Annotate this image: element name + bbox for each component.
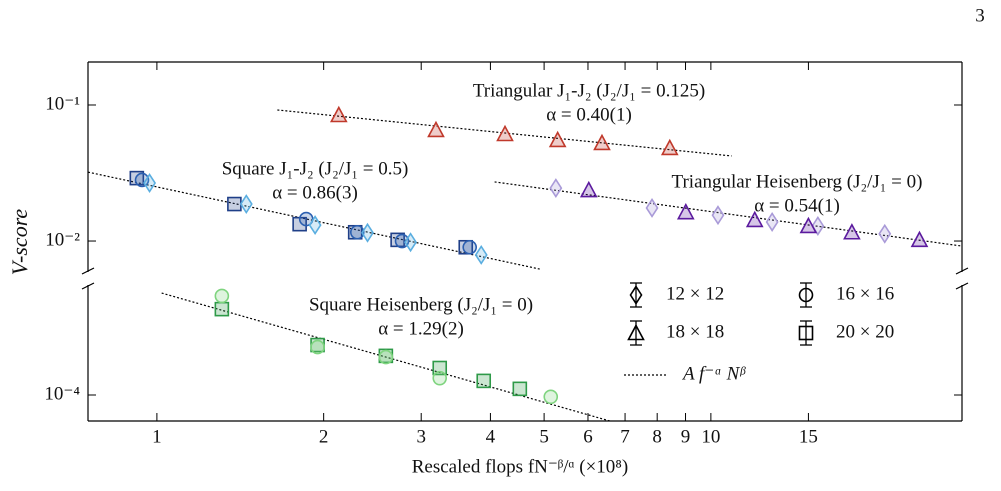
data-point: [458, 239, 474, 255]
x-tick-label: 6: [583, 426, 593, 447]
x-tick-label: 7: [620, 426, 630, 447]
data-point: [349, 224, 365, 240]
annotation: Square J₁-J₂ (J₂/J₁ = 0.5): [222, 158, 409, 179]
data-point: [711, 205, 725, 226]
data-point: [329, 105, 348, 123]
fit-line: [494, 181, 963, 247]
x-tick-label: 4: [486, 426, 496, 447]
legend-label: 16 × 16: [836, 283, 894, 304]
data-point: [549, 178, 563, 199]
data-point: [378, 349, 394, 365]
data-point: [543, 389, 559, 405]
data-point: [432, 370, 448, 386]
fit-line: [87, 171, 540, 270]
legend-marker: [629, 285, 643, 305]
data-point: [476, 373, 492, 389]
data-point: [878, 223, 892, 244]
x-tick-label: 5: [539, 426, 549, 447]
axes-frame: [81, 61, 969, 422]
data-point: [394, 233, 410, 249]
data-point: [676, 202, 695, 220]
data-point: [579, 180, 598, 198]
data-point: [239, 194, 253, 215]
data-point: [745, 210, 764, 228]
x-tick-label: 1: [152, 426, 162, 447]
x-tick-label: 2: [319, 426, 329, 447]
annotation: α = 0.40(1): [546, 104, 632, 125]
fit-line: [161, 292, 610, 422]
data-point: [310, 339, 325, 355]
annotation: Triangular J₁-J₂ (J₂/J₁ = 0.125): [473, 80, 705, 101]
data-point: [593, 133, 611, 151]
annotation: Triangular Heisenberg (J₂/J₁ = 0): [672, 171, 923, 192]
data-point: [404, 232, 418, 253]
legend-label: 18 × 18: [666, 321, 724, 342]
data-point: [308, 215, 322, 236]
page-number: 3: [975, 5, 985, 26]
data-point: [512, 381, 528, 397]
x-tick-label: 9: [681, 426, 691, 447]
data-point: [645, 197, 659, 218]
data-point: [496, 124, 514, 142]
data-point: [660, 138, 679, 156]
data-point: [548, 130, 567, 148]
y-axis-label: V-score: [7, 209, 32, 276]
data-point: [474, 244, 488, 265]
data-point: [227, 196, 242, 212]
y-tick-label: 10⁻²: [45, 229, 80, 250]
data-point: [427, 120, 445, 138]
data-point: [799, 216, 818, 234]
data-point: [361, 222, 374, 243]
y-tick-label: 10⁻⁴: [44, 383, 80, 404]
x-tick-label: 3: [416, 426, 426, 447]
annotation: α = 1.29(2): [378, 318, 464, 339]
annotation: α = 0.54(1): [754, 195, 840, 216]
legend-marker: [798, 287, 814, 303]
annotation: α = 0.86(3): [272, 182, 358, 203]
legend-label: 20 × 20: [836, 321, 894, 342]
data-point: [214, 301, 230, 317]
x-axis-label: Rescaled flops fN⁻ᵝ/ᵅ (×10⁸): [412, 456, 629, 477]
annotation: Square Heisenberg (J₂/J₁ = 0): [309, 294, 533, 315]
data-point: [432, 360, 448, 376]
fit-line: [277, 109, 732, 157]
data-point: [843, 223, 861, 240]
data-point: [765, 212, 779, 232]
x-tick-label: 15: [799, 426, 818, 447]
data-point: [811, 216, 825, 236]
legend-marker: [627, 323, 645, 341]
data-point: [134, 172, 150, 188]
data-point: [214, 288, 230, 304]
x-tick-label: 8: [652, 426, 662, 447]
data-point: [462, 239, 478, 255]
x-tick-label: 10: [701, 426, 720, 447]
y-tick-label: 10⁻¹: [45, 93, 80, 114]
legend-label: 12 × 12: [666, 283, 724, 304]
data-point: [143, 173, 157, 193]
legend-marker: [798, 325, 814, 341]
data-point: [910, 230, 929, 248]
legend-label: A f⁻ᵅ Nᵝ: [681, 363, 746, 384]
